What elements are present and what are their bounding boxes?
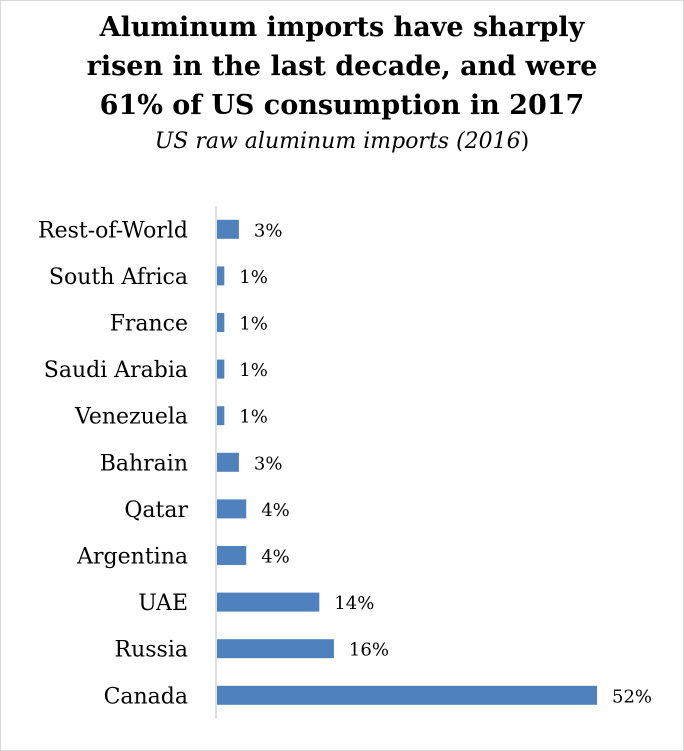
data-label: 4%	[261, 547, 290, 568]
data-label: 1%	[239, 360, 268, 381]
bar	[217, 499, 247, 519]
category-label: Rest-of-World	[38, 218, 188, 243]
bar	[217, 406, 225, 426]
bar	[217, 639, 334, 659]
chart-subtitle-tail: )	[520, 129, 530, 154]
data-label: 1%	[239, 407, 268, 428]
bar	[217, 452, 239, 472]
data-label: 1%	[239, 267, 268, 288]
chart-title: Aluminum imports have sharply risen in t…	[0, 8, 684, 125]
category-label: Argentina	[76, 545, 188, 570]
data-label: 16%	[349, 640, 389, 661]
category-label: Venezuela	[74, 405, 188, 430]
bar	[217, 592, 320, 612]
bar	[217, 546, 247, 565]
chart-title-line-3: 61% of US consumption in 2017	[99, 90, 585, 121]
category-label: UAE	[138, 591, 188, 616]
data-label: 14%	[334, 593, 374, 614]
data-label: 1%	[239, 314, 268, 335]
data-label: 3%	[254, 220, 283, 241]
category-label: Bahrain	[100, 451, 188, 476]
chart-subtitle-italic: US raw aluminum imports (2016	[154, 129, 521, 154]
bar	[217, 219, 239, 239]
bar	[217, 313, 225, 332]
category-label: France	[110, 312, 188, 337]
category-label: Qatar	[124, 498, 188, 523]
chart-subtitle: US raw aluminum imports (2016)	[0, 127, 684, 157]
data-label: 3%	[254, 453, 283, 474]
bar	[217, 266, 225, 286]
category-label: South Africa	[49, 265, 188, 290]
data-label: 52%	[612, 686, 652, 707]
data-label: 4%	[261, 500, 290, 521]
bar	[217, 359, 225, 379]
category-label: Saudi Arabia	[44, 358, 188, 383]
category-label: Canada	[104, 684, 188, 709]
category-label: Russia	[115, 638, 188, 663]
chart-title-line-1: Aluminum imports have sharply	[99, 12, 585, 43]
bar	[217, 685, 597, 705]
chart-title-line-2: risen in the last decade, and were	[86, 51, 598, 82]
